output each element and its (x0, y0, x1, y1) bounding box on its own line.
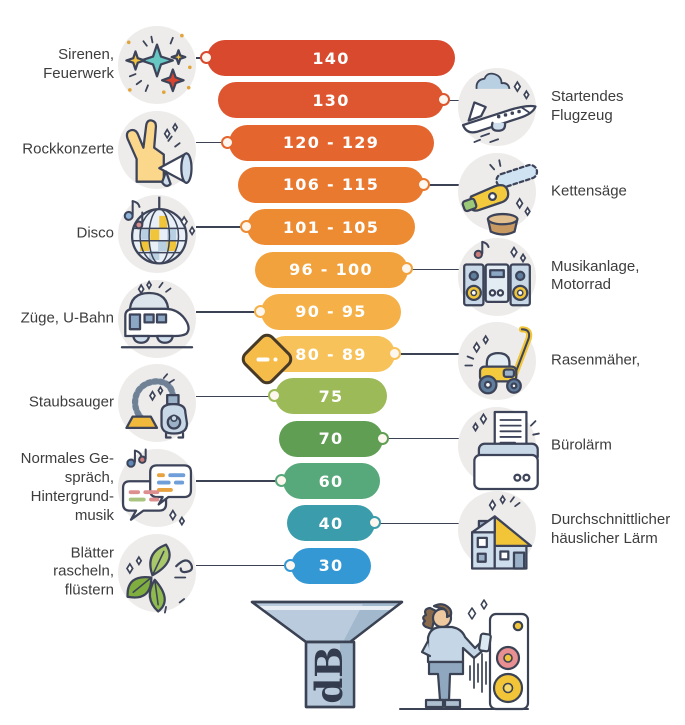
printer-icon (472, 410, 540, 490)
connector-line (444, 99, 459, 102)
right-item-label: Bürolärm (551, 436, 612, 454)
fireworks-icon-circle (118, 26, 196, 104)
right-item-label: Rasenmäher, (551, 351, 641, 369)
vacuum-cleaner-icon (125, 373, 189, 440)
left-item-label: Staubsauger (28, 393, 114, 411)
connector-dot (275, 473, 289, 487)
vacuum-cleaner-icon-circle (118, 364, 196, 443)
connector-line (196, 395, 275, 398)
db-bar-value: 106 - 115 (282, 175, 380, 195)
stereo-system-icon (463, 240, 531, 306)
left-item-label: Disco (76, 224, 114, 242)
person-speaker-illustration (399, 599, 530, 711)
db-bar-value: 140 (312, 48, 350, 68)
db-bar-value: 70 (318, 429, 344, 449)
connector-line (375, 522, 459, 525)
connector-dot (367, 516, 381, 530)
db-bar-101-105: 101 - 105 (247, 209, 415, 246)
right-item-label: Kettensäge (551, 182, 627, 200)
db-funnel-illustration: dB (250, 600, 404, 709)
db-bar-120-129: 120 - 129 (228, 124, 434, 161)
leaves-icon-circle (118, 533, 196, 614)
left-item-label: Sirenen, Feuerwerk (43, 46, 114, 82)
house-icon-circle (458, 491, 536, 570)
sound-waves-icon (469, 653, 487, 693)
connector-line (395, 353, 459, 355)
left-item-label: Normales Ge- spräch, Hintergrund- musik (20, 450, 114, 524)
db-bar-40: 40 (287, 505, 375, 542)
printer-icon-circle (458, 406, 540, 490)
left-item-label: Züge, U-Bahn (20, 309, 114, 327)
connector-line (424, 184, 459, 186)
disco-ball-icon (123, 196, 196, 265)
db-bar-value: 75 (318, 386, 344, 406)
train-icon-circle (118, 279, 196, 358)
speech-bubbles-icon-circle (118, 448, 196, 527)
lawn-mower-icon-circle (458, 322, 536, 401)
connector-line (196, 480, 283, 482)
db-bar-value: 80 - 89 (295, 344, 367, 364)
sparkle-icon (467, 599, 488, 620)
connector-line (196, 141, 229, 144)
chainsaw-icon-circle (458, 152, 539, 236)
connector-dot (436, 93, 450, 107)
db-bar-value: 30 (318, 556, 344, 576)
db-bar-value: 120 - 129 (282, 133, 380, 153)
db-bar-value: 96 - 100 (289, 260, 373, 279)
connector-line (196, 311, 261, 313)
fireworks-icon (125, 33, 192, 94)
left-item-label: Blätter rascheln, flüstern (53, 544, 114, 600)
db-bar-value: 101 - 105 (282, 217, 380, 237)
lawn-mower-icon (464, 326, 533, 395)
db-bar-70: 70 (279, 420, 383, 457)
db-bar-130: 130 (218, 82, 444, 119)
left-item-label: Rockkonzerte (22, 140, 114, 158)
stereo-system-icon-circle (458, 237, 536, 316)
right-item-label: Durchschnittlicher häuslicher Lärm (551, 511, 671, 548)
connector-dot (387, 347, 401, 360)
chainsaw-icon (461, 159, 539, 236)
connector-line (196, 564, 291, 567)
airplane-icon-circle (458, 68, 537, 147)
db-unit-label: dB (307, 646, 351, 703)
speech-bubbles-icon (121, 448, 193, 527)
connector-dot (239, 220, 253, 234)
db-bar-140: 140 (207, 40, 455, 76)
connector-line (407, 268, 459, 271)
house-icon (470, 494, 533, 570)
leaves-icon (126, 543, 194, 614)
connector-dot (375, 431, 389, 445)
db-bar-60: 60 (282, 463, 380, 499)
db-bar-75: 75 (275, 378, 387, 415)
connector-line (383, 437, 459, 440)
connector-dot (283, 558, 297, 572)
db-bar-value: 40 (318, 513, 344, 533)
connector-dot (267, 389, 281, 403)
db-bar-value: 60 (318, 471, 344, 491)
connector-dot (253, 304, 267, 318)
db-bar-90-95: 90 - 95 (261, 293, 401, 330)
rock-concert-icon-circle (118, 110, 196, 189)
airplane-icon (461, 73, 537, 144)
db-bar-106-115: 106 - 115 (238, 166, 424, 203)
db-bar-value: 130 (312, 90, 350, 110)
right-item-label: Startendes Flugzeug (551, 88, 624, 125)
disco-ball-icon-circle (118, 195, 196, 274)
person-icon (420, 603, 492, 709)
connector-dot (199, 50, 213, 64)
train-icon (120, 279, 194, 349)
connector-dot (416, 177, 430, 191)
connector-dot (400, 262, 414, 276)
db-bar-value: 90 - 95 (295, 302, 367, 322)
db-bar-30: 30 (291, 547, 371, 584)
rock-concert-icon (125, 118, 193, 187)
connector-dot (221, 135, 235, 149)
connector-line (196, 226, 247, 228)
db-bar-96-100: 96 - 100 (254, 251, 408, 288)
right-item-label: Musikanlage, Motorrad (551, 257, 640, 294)
